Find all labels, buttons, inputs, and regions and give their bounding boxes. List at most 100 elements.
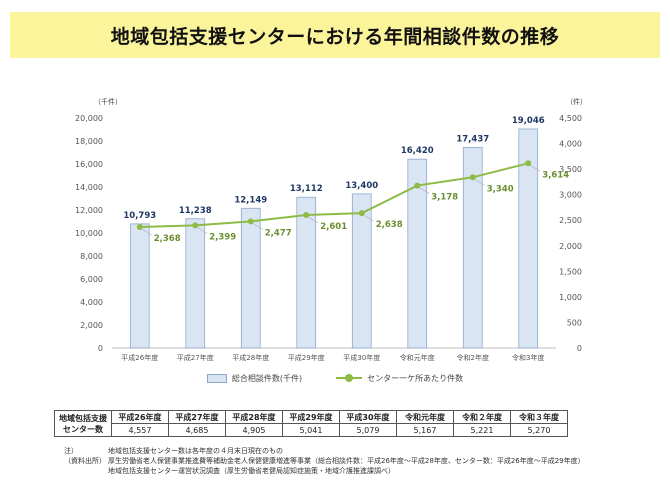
right-tick-label: 2,500	[559, 216, 582, 225]
table-year-cell: 平成27年度	[168, 410, 226, 424]
legend-item-bars: 総合相談件数(千件)	[206, 373, 303, 384]
line-value-label: 2,477	[265, 228, 292, 238]
table-year-cell: 令和３年度	[510, 410, 568, 424]
table-value-cell: 4,685	[168, 423, 226, 437]
line-point	[358, 210, 365, 217]
left-tick-label: 2,000	[80, 321, 103, 330]
source-line-2: 地域包括支援センター運営状況調査（厚生労働省老健局認知症施策・地域介護推進課調べ…	[108, 467, 395, 475]
line-value-label: 3,614	[542, 170, 569, 180]
line-point	[469, 174, 476, 181]
legend-line-label: センター一ケ所あたり件数	[367, 373, 464, 383]
combo-chart: （千件） （件） 0 2,000 4,000 6,000 8,000 10,000 12,000…	[75, 97, 587, 362]
chart-legend: 総合相談件数(千件) センター一ケ所あたり件数	[0, 370, 670, 386]
table-value-cell: 5,079	[339, 423, 397, 437]
data-label-leader	[474, 179, 485, 186]
left-axis-unit: （千件）	[94, 97, 122, 106]
bar-value-label: 16,420	[401, 146, 434, 156]
line-point	[136, 223, 143, 230]
bar	[462, 147, 483, 349]
bar-value-label: 13,112	[290, 184, 323, 194]
bar-value-label: 13,400	[345, 181, 378, 191]
line-point	[247, 218, 254, 225]
data-label-leader	[141, 228, 152, 236]
bar	[185, 218, 206, 349]
source-label: （資料出所）	[64, 457, 106, 465]
left-tick-label: 0	[98, 344, 103, 353]
bar-value-label: 19,046	[512, 116, 545, 126]
bar	[351, 193, 372, 349]
footnotes: 注） 地域包括支援センター数は各年度の４月末日現在のもの （資料出所） 厚生労働…	[64, 446, 585, 476]
line-point	[525, 160, 532, 167]
table-value-cell: 5,221	[453, 423, 511, 437]
bar	[518, 128, 539, 349]
note-row: 注） 地域包括支援センター数は各年度の４月末日現在のもの	[64, 446, 585, 456]
center-count-table: 地域包括支援 センター数 平成26年度 平成27年度 平成28年度 平成29年度…	[54, 410, 568, 437]
right-tick-label: 1,500	[559, 267, 582, 276]
source-row-2: 地域包括支援センター運営状況調査（厚生労働省老健局認知症施策・地域介護推進課調べ…	[64, 466, 585, 476]
left-tick-label: 4,000	[80, 298, 103, 307]
left-tick-label: 20,000	[75, 114, 103, 123]
data-label-leader	[363, 214, 374, 222]
bar	[129, 223, 150, 349]
x-tick-label: 令和3年度	[512, 353, 544, 362]
table-header-row: 地域包括支援 センター数 平成26年度 平成27年度 平成28年度 平成29年度…	[54, 410, 568, 437]
bar	[240, 207, 261, 349]
bar	[407, 158, 428, 349]
note-text: 地域包括支援センター数は各年度の４月末日現在のもの	[108, 447, 283, 455]
table-value-cell: 5,270	[510, 423, 568, 437]
line-value-label: 2,601	[320, 222, 347, 232]
note-label: 注）	[64, 447, 78, 455]
table-year-cell: 平成26年度	[111, 410, 169, 424]
left-tick-label: 8,000	[80, 252, 103, 261]
source-spacer	[64, 466, 108, 476]
data-label-leader	[530, 165, 541, 172]
left-tick-label: 12,000	[75, 206, 103, 215]
right-tick-label: 2,000	[559, 242, 582, 251]
bar-value-label: 11,238	[179, 206, 212, 216]
x-tick-label: 平成30年度	[343, 353, 380, 362]
x-tick-label: 令和2年度	[457, 353, 489, 362]
line-value-label: 2,368	[154, 234, 181, 244]
bar	[296, 196, 317, 349]
right-tick-label: 1,000	[559, 293, 582, 302]
right-tick-label: 3,500	[559, 165, 582, 174]
x-tick-label: 平成28年度	[232, 353, 269, 362]
left-tick-label: 6,000	[80, 275, 103, 284]
line-point	[303, 212, 310, 219]
bar-value-label: 12,149	[234, 195, 267, 205]
legend-bar-label: 総合相談件数(千件)	[231, 373, 303, 383]
bar-value-label: 10,793	[123, 211, 156, 221]
x-tick-label: 平成26年度	[121, 353, 158, 362]
table-year-cell: 平成28年度	[225, 410, 283, 424]
table-year-cell: 令和２年度	[453, 410, 511, 424]
line-value-label: 3,340	[487, 184, 514, 194]
x-tick-label: 令和元年度	[400, 353, 435, 362]
line-value-label: 3,178	[431, 193, 458, 203]
table-value-cell: 4,557	[111, 423, 169, 437]
line-value-label: 2,399	[209, 232, 236, 242]
table-value-cell: 5,167	[396, 423, 454, 437]
right-tick-label: 4,000	[559, 140, 582, 149]
right-tick-label: 500	[567, 318, 582, 327]
table-value-row: 4,557 4,685 4,905 5,041 5,079 5,167 5,22…	[55, 423, 568, 437]
table-value-cell: 5,041	[282, 423, 340, 437]
left-tick-label: 18,000	[75, 137, 103, 146]
data-label-leader	[252, 223, 263, 230]
left-tick-label: 14,000	[75, 183, 103, 192]
line-point	[192, 222, 199, 229]
right-tick-label: 0	[577, 344, 582, 353]
table-row-header: 地域包括支援 センター数	[54, 410, 112, 437]
series-line	[139, 162, 529, 228]
bar-value-label: 17,437	[456, 134, 489, 144]
right-tick-label: 4,500	[559, 114, 582, 123]
right-tick-label: 3,000	[559, 191, 582, 200]
table-year-cell: 平成30年度	[339, 410, 397, 424]
line-point	[414, 182, 421, 189]
x-tick-label: 平成29年度	[288, 353, 325, 362]
legend-bar-swatch	[206, 373, 227, 383]
data-label-leader	[308, 216, 319, 224]
page-title: 地域包括支援センターにおける年間相談件数の推移	[110, 25, 560, 48]
source-row: （資料出所） 厚生労働省老人保健事業推進費等補助金老人保健健康増進等事業（総合相…	[64, 456, 585, 466]
legend-item-line: センター一ケ所あたり件数	[336, 373, 463, 384]
x-tick-label: 平成27年度	[177, 353, 214, 362]
